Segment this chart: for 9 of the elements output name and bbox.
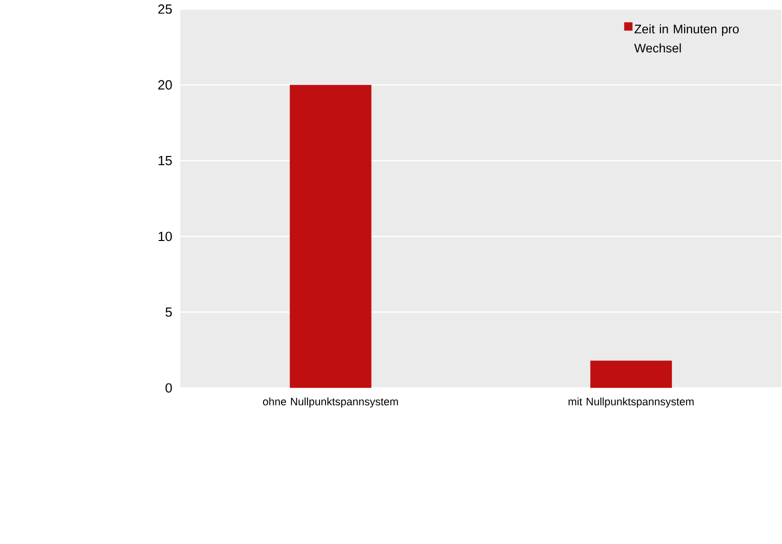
legend-label: Zeit in Minuten pro Wechsel — [634, 24, 739, 53]
y-tick-label: 5 — [166, 308, 172, 317]
y-tick-label: 15 — [158, 156, 172, 166]
y-tick-label: 0 — [166, 383, 172, 393]
x-tick-label: mit Nullpunktspannsystem — [568, 397, 694, 408]
y-tick-label: 20 — [158, 80, 172, 90]
y-tick-label: 10 — [158, 232, 172, 242]
x-tick-label: ohne Nullpunktspannsystem — [263, 397, 398, 408]
y-tick-label: 25 — [158, 4, 172, 14]
